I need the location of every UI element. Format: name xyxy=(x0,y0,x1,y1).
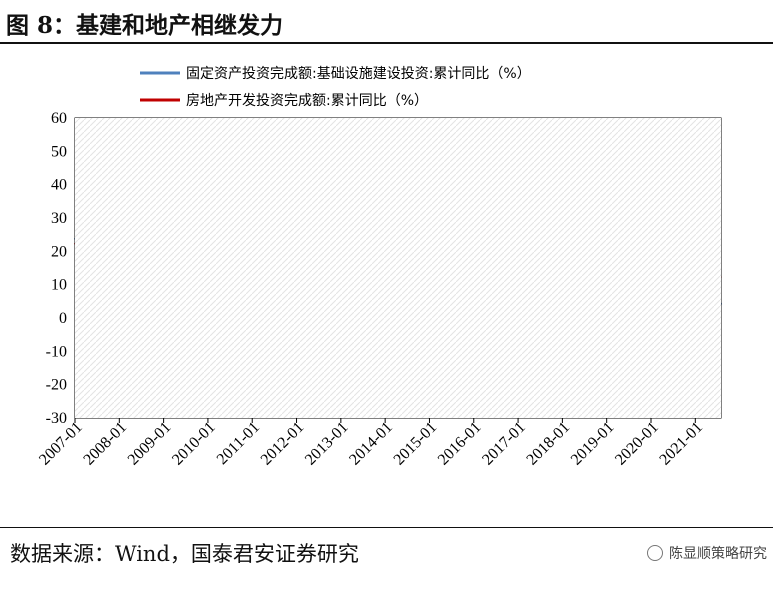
legend-label-infrastructure: 固定资产投资完成额:基础设施建设投资:累计同比（%） xyxy=(186,65,531,82)
y-tick-label: 0 xyxy=(59,310,67,327)
y-tick-label: 30 xyxy=(51,210,67,227)
footer-divider xyxy=(0,527,773,528)
y-tick-label: 60 xyxy=(51,110,67,127)
y-tick-label: -20 xyxy=(46,377,67,394)
wechat-icon xyxy=(647,545,663,561)
y-axis: -30 -20 -10 0 10 20 30 40 50 60 xyxy=(46,110,67,427)
y-tick-label: 50 xyxy=(51,143,67,160)
x-tick-label: 2010-01 xyxy=(169,419,219,469)
y-tick-label: 40 xyxy=(51,177,67,194)
x-tick-label: 2018-01 xyxy=(523,419,573,469)
x-tick-label: 2014-01 xyxy=(346,419,396,469)
x-tick-label: 2008-01 xyxy=(80,419,130,469)
page-title: 图 8：基建和地产相继发力 xyxy=(6,12,284,39)
y-tick-label: -30 xyxy=(46,410,67,427)
title-divider xyxy=(0,42,773,44)
x-tick-label: 2020-01 xyxy=(612,419,662,469)
watermark-text: 陈显顺策略研究 xyxy=(669,546,767,562)
source-note: 数据来源：Wind，国泰君安证券研究 xyxy=(10,542,359,566)
x-tick-label: 2009-01 xyxy=(125,419,175,469)
x-tick-label: 2016-01 xyxy=(435,419,485,469)
watermark: 陈显顺策略研究 xyxy=(647,543,767,563)
y-tick-label: 20 xyxy=(51,243,67,260)
x-tick-label: 2013-01 xyxy=(302,419,352,469)
line-chart: 固定资产投资完成额:基础设施建设投资:累计同比（%） 房地产开发投资完成额:累计… xyxy=(36,65,723,469)
chart-legend: 固定资产投资完成额:基础设施建设投资:累计同比（%） 房地产开发投资完成额:累计… xyxy=(140,65,531,109)
x-tick-label: 2015-01 xyxy=(391,419,441,469)
y-tick-label: 10 xyxy=(51,277,67,294)
y-tick-label: -10 xyxy=(46,343,67,360)
x-tick-label: 2021-01 xyxy=(656,419,706,469)
x-tick-label: 2017-01 xyxy=(479,419,529,469)
x-axis: 2007-012008-012009-012010-012011-012012-… xyxy=(36,418,706,469)
x-tick-label: 2011-01 xyxy=(214,419,263,468)
x-tick-label: 2019-01 xyxy=(568,419,618,469)
legend-label-real-estate: 房地产开发投资完成额:累计同比（%） xyxy=(186,93,428,109)
x-tick-label: 2012-01 xyxy=(258,419,308,469)
